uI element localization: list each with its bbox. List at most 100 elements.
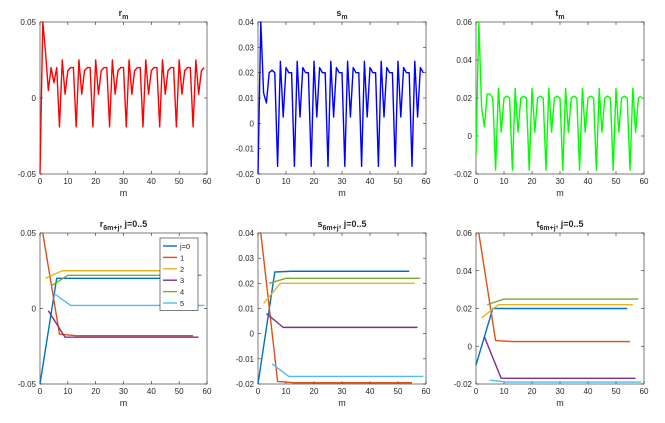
y-tick-label: 0.01: [238, 94, 254, 103]
x-tick-label: 40: [366, 177, 375, 186]
y-tick-label: -0.02: [454, 170, 473, 179]
x-axis-label: m: [338, 188, 346, 198]
x-tick-label: 20: [310, 387, 319, 396]
y-tick-label: -0.02: [236, 380, 255, 389]
series-line-4: [268, 277, 421, 285]
x-tick-label: 60: [422, 177, 431, 186]
y-tick-label: 0: [250, 330, 255, 339]
chart-title-subscript: m: [341, 14, 347, 21]
x-axis-label: m: [556, 398, 564, 408]
chart-panel-2: 0 10 20 30 40 50 60 -0.02 -0.01 0 0.01 0.02 0.03 0.04…: [236, 8, 431, 198]
chart-title-rest: , j=0..5: [119, 219, 147, 229]
chart-title-rest: , j=0..5: [339, 219, 367, 229]
series-line-5: [489, 379, 642, 383]
x-tick-label: 40: [147, 177, 156, 186]
x-axis-label: m: [556, 188, 564, 198]
x-tick-label: 10: [500, 177, 509, 186]
x-tick-label: 40: [147, 387, 156, 396]
x-tick-label: 0: [38, 177, 43, 186]
series-line-2: [263, 282, 415, 304]
x-tick-label: 10: [63, 387, 72, 396]
y-tick-label: -0.01: [236, 355, 255, 364]
y-tick-label: 0.02: [456, 305, 472, 314]
legend-label: 3: [180, 276, 184, 285]
y-tick-label: 0: [32, 305, 37, 314]
x-tick-label: 60: [640, 387, 649, 396]
chart-title-main: t: [537, 219, 540, 229]
x-tick-label: 50: [612, 177, 621, 186]
x-tick-label: 50: [175, 177, 184, 186]
chart-title: r6m+j, j=0..5: [100, 219, 147, 232]
x-tick-label: 30: [119, 387, 128, 396]
series-line-3: [47, 310, 199, 338]
chart-title: s6m+j, j=0..5: [318, 219, 367, 232]
y-tick-label: 0.03: [238, 43, 254, 52]
series-line-j0: [257, 270, 410, 385]
x-tick-label: 30: [338, 387, 347, 396]
y-tick-label: 0.06: [456, 18, 472, 27]
x-tick-label: 0: [474, 387, 479, 396]
x-tick-label: 30: [119, 177, 128, 186]
y-tick-label: 0: [468, 342, 473, 351]
y-tick-label: 0.04: [238, 18, 254, 27]
x-tick-label: 40: [366, 387, 375, 396]
legend-box: [159, 237, 199, 311]
legend-label: 1: [180, 253, 184, 262]
y-tick-label: 0.04: [238, 229, 254, 238]
chart-title: sm: [336, 8, 347, 21]
x-tick-label: 40: [584, 177, 593, 186]
x-tick-label: 20: [91, 177, 100, 186]
x-tick-label: 10: [63, 177, 72, 186]
series-line-3: [483, 336, 636, 380]
legend: j=0 1 2 3 4 5: [159, 237, 199, 311]
series-line-1: [42, 232, 194, 337]
x-tick-label: 40: [584, 387, 593, 396]
axes-box: [39, 21, 208, 175]
x-tick-label: 0: [474, 177, 479, 186]
x-tick-label: 20: [91, 387, 100, 396]
x-tick-label: 10: [500, 387, 509, 396]
series-line-4: [486, 298, 639, 306]
chart-title-main: t: [555, 8, 558, 18]
y-tick-label: 0.01: [238, 305, 254, 314]
series-line-2: [481, 304, 633, 319]
series-line-tm: [475, 21, 642, 171]
x-tick-label: 10: [282, 387, 291, 396]
series-line-5: [271, 363, 424, 378]
series-line-rm: [39, 21, 205, 175]
x-tick-label: 0: [38, 387, 43, 396]
y-tick-label: 0.04: [456, 267, 472, 276]
axes-box: [257, 232, 427, 385]
x-tick-label: 60: [203, 387, 212, 396]
y-tick-label: 0: [32, 94, 37, 103]
x-tick-label: 30: [338, 177, 347, 186]
x-tick-label: 30: [556, 387, 565, 396]
y-tick-label: 0.03: [238, 254, 254, 263]
series-line-3: [265, 312, 418, 329]
y-tick-label: -0.05: [18, 170, 37, 179]
y-tick-label: -0.05: [18, 380, 37, 389]
y-tick-label: 0.05: [20, 18, 36, 27]
y-tick-label: 0.02: [238, 69, 254, 78]
x-tick-label: 50: [612, 387, 621, 396]
series-line-sm: [257, 21, 424, 175]
x-tick-label: 60: [422, 387, 431, 396]
x-tick-label: 50: [394, 177, 403, 186]
y-tick-label: 0: [468, 132, 473, 141]
chart-panel-5: 0 10 20 30 40 50 60 -0.02 -0.01 0 0.01 0.02 0.03 0.04…: [236, 219, 431, 408]
y-tick-label: 0.02: [238, 279, 254, 288]
y-tick-label: -0.02: [236, 170, 255, 179]
chart-title: t6m+j, j=0..5: [537, 219, 584, 232]
series-line-1: [478, 232, 630, 343]
x-tick-label: 10: [282, 177, 291, 186]
x-axis-label: m: [338, 398, 346, 408]
y-tick-label: -0.01: [236, 145, 255, 154]
y-tick-label: 0.02: [456, 94, 472, 103]
legend-label: 5: [180, 299, 184, 308]
y-tick-label: 0.06: [456, 229, 472, 238]
x-tick-label: 50: [394, 387, 403, 396]
